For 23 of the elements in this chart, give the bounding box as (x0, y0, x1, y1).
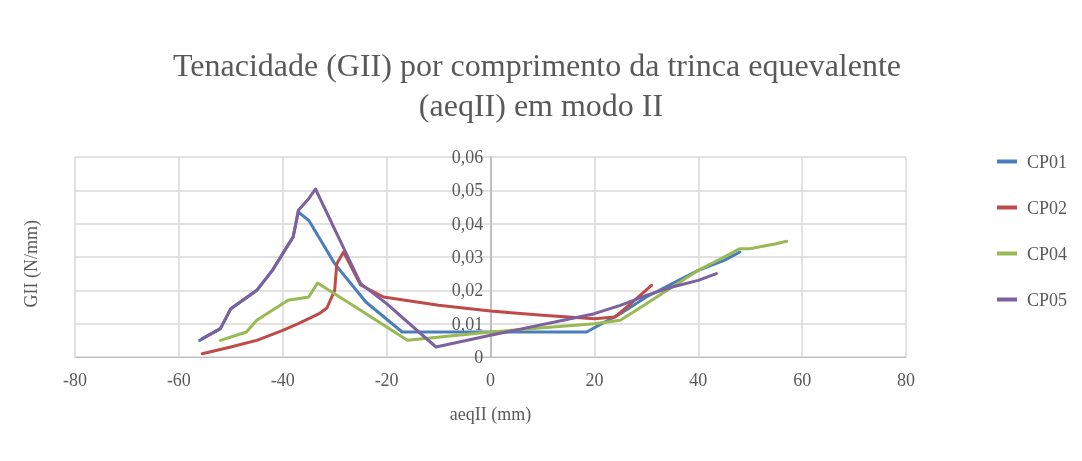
x-tick-label: -20 (374, 370, 399, 390)
y-tick-label: 0,03 (451, 247, 484, 267)
line-series (218, 239, 789, 342)
legend-label: CP05 (1026, 289, 1068, 310)
y-tick-label: 0,02 (451, 280, 484, 301)
x-tick-label: 60 (793, 370, 812, 390)
y-tick-label: 0 (474, 347, 484, 367)
y-tick-label: 0,05 (451, 180, 484, 201)
y-tick-label: 0,01 (451, 313, 484, 334)
x-tick-label: -40 (270, 370, 295, 390)
y-tick-label: 0,06 (451, 147, 484, 167)
x-tick-label: 80 (897, 370, 915, 390)
legend-label: CP02 (1026, 197, 1068, 218)
legend-label: CP01 (1026, 151, 1068, 172)
y-axis-title: GII (N/mm) (21, 219, 42, 308)
x-axis-title: aeqII (mm) (449, 404, 532, 425)
x-tick-label: 40 (689, 370, 708, 390)
x-tick-label: -60 (166, 370, 191, 390)
x-tick-label: 20 (585, 370, 604, 390)
x-tick-label: -80 (63, 370, 87, 390)
y-tick-label: 0,04 (451, 213, 484, 234)
legend-label: CP04 (1026, 243, 1068, 264)
chart-title: Tenacidade (GII) por comprimento da trinca equevalente (aeqII) em modo II (172, 47, 910, 123)
